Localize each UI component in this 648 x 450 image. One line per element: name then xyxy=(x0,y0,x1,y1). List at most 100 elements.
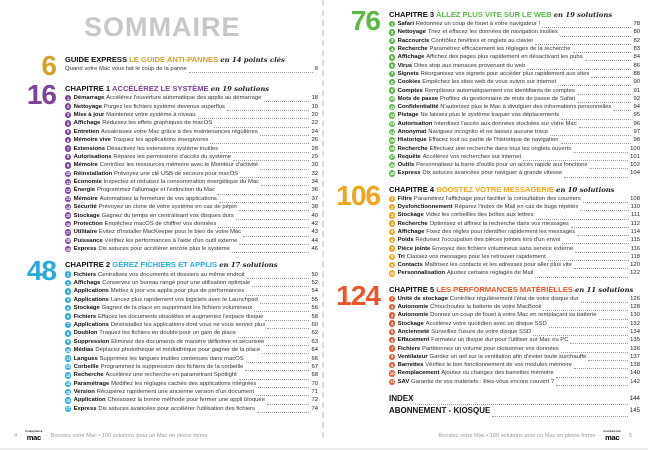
toc-entry: 3 Stockage Videz les corbeilles des boîtes… xyxy=(389,211,640,220)
entry-label: Utilitaire xyxy=(73,229,98,236)
entry-text: Triez et effacez les données de navigati… xyxy=(427,29,558,36)
toc-entry: 13 Mémoire Automatisez la fermeture de vos… xyxy=(65,195,318,204)
entry-page-number: 8 xyxy=(314,66,318,73)
leader-dots xyxy=(233,156,310,162)
entry-label: Outils xyxy=(397,162,415,169)
left-page: SOMMAIRE 6 GUIDE EXPRESS LE GUIDE ANTI-PA… xyxy=(0,0,324,448)
entry-label: Corbeille xyxy=(73,363,99,370)
entry-page-number: 132 xyxy=(630,320,640,327)
leader-dots xyxy=(245,366,310,372)
toc-entry: 3 Applications Mettez à jour vos applis po… xyxy=(65,287,318,296)
entry-number-bullet: 15 xyxy=(65,388,72,396)
leader-dots xyxy=(263,97,310,103)
entry-page-number: 122 xyxy=(630,270,640,277)
entry-page-number: 72 xyxy=(311,397,318,404)
entry-page-number: 110 xyxy=(630,204,640,211)
toc-entry: 3 Autonomie Donnez un coup de fouet à votr… xyxy=(389,311,640,320)
entry-number-bullet: 14 xyxy=(65,380,72,387)
entry-text: Automatisez la fermeture de vos applicat… xyxy=(99,195,217,202)
entry-label: Mots de passe xyxy=(397,95,439,102)
chapter-title: BOOSTEZ VOTRE MESSAGERIE xyxy=(436,184,554,194)
entry-label: Recherche xyxy=(397,145,428,152)
leader-dots xyxy=(573,264,629,270)
entry-page-number: 54 xyxy=(311,288,318,295)
toc-entry: 8 Ventilateur Gardez un œil sur la ventila… xyxy=(389,353,640,361)
leader-dots xyxy=(523,156,629,162)
entry-number-bullet: 5 xyxy=(389,228,396,236)
toc-entry: 1 Fichiers Centralisez vos documents et do… xyxy=(65,270,318,279)
entry-label: Recherche xyxy=(397,46,428,53)
entry-number-bullet: 11 xyxy=(65,355,72,362)
entry-page-number: 97 xyxy=(633,129,640,135)
section-heading: CHAPITRE 4 BOOSTEZ VOTRE MESSAGERIE en 1… xyxy=(389,185,640,195)
section-heading: GUIDE EXPRESS LE GUIDE ANTI-PANNES en 14… xyxy=(65,55,318,65)
leader-dots xyxy=(237,332,310,338)
entry-text: Personnalisez la barre d'outils pour un … xyxy=(416,162,588,169)
left-page-sections: 6 GUIDE EXPRESS LE GUIDE ANTI-PANNES en 1… xyxy=(0,52,318,414)
entry-label: Sécurité xyxy=(73,204,97,211)
leader-dots xyxy=(246,290,310,296)
leader-dots xyxy=(254,307,310,313)
toc-entry: 10 Médias Déplacez photothèque et médiathè… xyxy=(65,346,318,355)
toc-entry: 7 Fichiers Partitionnez un volume pour clo… xyxy=(389,344,640,353)
entry-page-number: 70 xyxy=(311,380,318,387)
toc-entry: 2 Affichage Conservez un bureau rangé pour… xyxy=(65,279,318,288)
entry-number-bullet: 9 xyxy=(65,338,72,345)
entry-number-bullet: 11 xyxy=(65,178,72,186)
toc-entry: 10 Réinstallation Prévoyez une clé USB de … xyxy=(65,170,318,178)
entry-page-number: 60 xyxy=(311,321,318,328)
entry-label: Fichiers xyxy=(73,271,97,278)
entry-page-number: 80 xyxy=(633,29,640,36)
toc-entry: 9 Barrettes Vérifiez le bon fonctionnement… xyxy=(389,361,640,370)
leader-dots xyxy=(570,222,629,228)
entry-page-number: 83 xyxy=(633,46,640,53)
leader-dots xyxy=(220,147,310,153)
toc-entry: 11 SAV Garantie de vos matériels : êtes-vo… xyxy=(389,378,640,386)
entry-text: Remplissez automatiquement vos identifia… xyxy=(424,87,575,94)
leader-dots xyxy=(231,248,310,254)
leader-dots xyxy=(246,273,310,279)
entry-text: N'autorisez plus le Mac à divulguer des … xyxy=(440,104,612,111)
toc-entry: 2 Dysfonctionnement Réparez l'index de Mai… xyxy=(389,203,640,212)
entry-page-number: 98 xyxy=(633,137,640,144)
leader-dots xyxy=(535,39,632,45)
toc-entry: 17 Utilitaire Évitez d'installer MacKeeper… xyxy=(65,228,318,237)
leader-dots xyxy=(580,297,629,303)
entry-label: Mémoire xyxy=(73,162,98,169)
entry-label: Affichage xyxy=(397,228,425,235)
leader-dots xyxy=(573,364,629,370)
entry-page-number: 138 xyxy=(630,362,640,369)
entry-page-number: 19 xyxy=(311,103,318,110)
section-start-page-number: 48 xyxy=(26,255,57,287)
entry-number-bullet: 5 xyxy=(65,128,72,135)
toc-entry: 17 Express Dix astuces avancées pour accél… xyxy=(65,405,318,414)
leader-dots xyxy=(255,391,310,397)
leader-dots xyxy=(218,198,310,204)
toc-entry: 10 Personnalisation Ajustez certains régla… xyxy=(389,269,640,278)
brand-main-text: mac xyxy=(605,432,620,442)
entry-label: Puissance xyxy=(73,237,103,244)
entry-text: Empêchez les sites web de vous suivre su… xyxy=(422,79,557,86)
entry-label: Express xyxy=(73,405,97,412)
entry-number-bullet: 9 xyxy=(389,261,396,269)
leader-dots xyxy=(572,48,632,54)
leader-dots xyxy=(217,189,310,195)
entry-text: Mettez à jour vos applis pour plus de pe… xyxy=(110,288,245,295)
entry-number-bullet: 4 xyxy=(389,45,396,53)
entry-page-number: 20 xyxy=(311,111,318,118)
toc-entry: 11 Confidentialité N'autorisez plus le Mac… xyxy=(389,103,640,112)
leader-dots xyxy=(562,239,629,245)
toc-entry: 11 Langues Supprimez les langues inutiles … xyxy=(65,354,318,363)
leader-dots xyxy=(573,147,629,153)
entry-number-bullet: 9 xyxy=(65,162,72,169)
entry-page-number: 137 xyxy=(630,353,640,360)
entry-text: Inspectez et réduisez la consommation én… xyxy=(103,179,260,186)
leader-dots xyxy=(588,355,629,361)
entry-label: Doublon xyxy=(73,330,98,337)
entry-number-bullet: 16 xyxy=(65,397,72,404)
toc-entry: 3 Raccourcis Contrôlez fenêtres et onglets… xyxy=(389,37,640,45)
entry-text: Récupérez rapidement une ancienne versio… xyxy=(96,389,254,396)
entry-label: Barrettes xyxy=(397,362,424,369)
page-seam-dashed-line xyxy=(322,0,324,438)
toc-entry: 18 Puissance Vérifiez les performances à l… xyxy=(65,237,318,246)
